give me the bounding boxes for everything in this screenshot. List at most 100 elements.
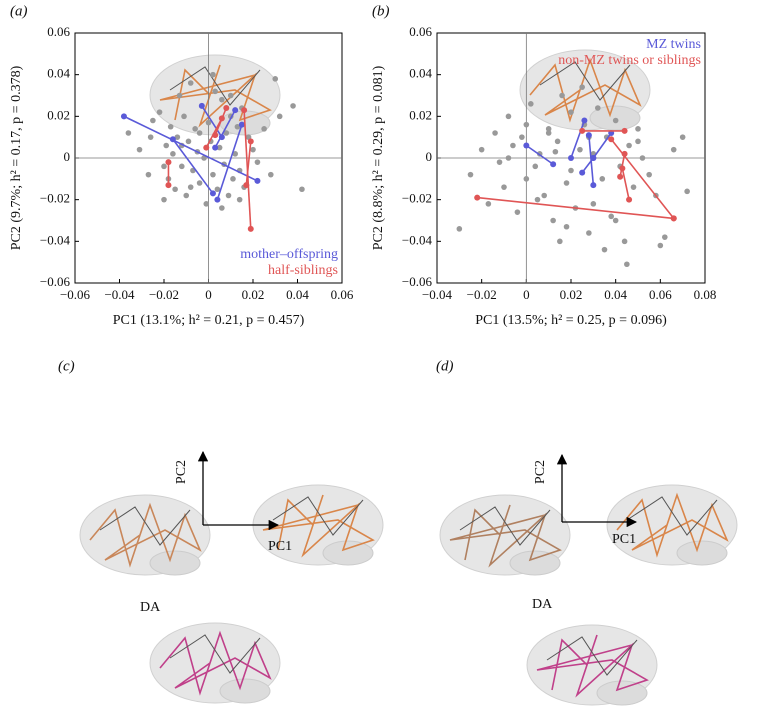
- network-edges: [459, 506, 551, 546]
- point: [147, 134, 154, 140]
- pair-line: [570, 120, 586, 159]
- point: [216, 144, 223, 151]
- point: [165, 182, 172, 189]
- point: [519, 134, 525, 140]
- point: [590, 155, 597, 161]
- point: [161, 163, 167, 170]
- point: [212, 144, 219, 151]
- point: [232, 107, 239, 114]
- network-edges: [539, 61, 631, 101]
- brain: [596, 680, 648, 706]
- y-tick-label: 0: [64, 149, 71, 164]
- x-tick-label: 0.06: [331, 287, 354, 302]
- point: [183, 192, 190, 199]
- point: [568, 155, 574, 161]
- point: [657, 242, 664, 249]
- point: [214, 186, 221, 193]
- point: [662, 234, 668, 240]
- point: [150, 117, 156, 124]
- y-tick-label: −0.04: [402, 232, 433, 247]
- point: [209, 190, 216, 197]
- network-edges: [99, 506, 191, 546]
- y-tick-label: −0.02: [40, 191, 70, 206]
- point: [608, 213, 614, 220]
- point: [624, 261, 630, 268]
- point: [247, 225, 254, 232]
- point: [626, 196, 633, 203]
- network-label: DA: [140, 600, 161, 615]
- pair-line: [216, 124, 243, 200]
- x-tick-label: 0.04: [286, 287, 309, 302]
- pair-line: [619, 153, 626, 177]
- point: [523, 142, 530, 149]
- pair-line: [525, 144, 554, 165]
- point: [684, 188, 690, 195]
- network-edges: [616, 492, 729, 558]
- point: [550, 161, 557, 168]
- y-tick-label: 0: [426, 149, 433, 164]
- point: [241, 107, 248, 114]
- point: [621, 127, 628, 134]
- point: [501, 184, 507, 190]
- network-edges: [626, 496, 718, 536]
- point: [478, 146, 485, 153]
- pair-line: [592, 132, 612, 159]
- point: [552, 148, 559, 155]
- pair-line: [172, 138, 214, 194]
- pair-line: [214, 109, 236, 148]
- point: [563, 180, 570, 186]
- point: [205, 119, 212, 126]
- point: [196, 180, 203, 186]
- network-edges: [169, 66, 261, 106]
- network-edges: [169, 634, 261, 674]
- network-label: DA: [532, 597, 553, 612]
- point: [554, 138, 561, 145]
- point: [163, 142, 170, 149]
- point: [626, 142, 632, 149]
- point: [250, 146, 256, 153]
- y-tick-label: 0.06: [47, 24, 70, 39]
- axis-label: PC2: [533, 460, 548, 484]
- x-tick-label: 0.08: [694, 287, 717, 302]
- point: [290, 103, 296, 109]
- point: [254, 177, 261, 184]
- legend-entry: mother–offspring: [240, 247, 338, 262]
- point: [218, 134, 225, 141]
- point: [579, 84, 585, 90]
- pair-line: [581, 157, 594, 174]
- point: [534, 196, 541, 203]
- point: [187, 184, 194, 190]
- point: [568, 109, 574, 115]
- pair-line: [621, 168, 630, 200]
- network-edges: [272, 496, 364, 536]
- x-tick-label: 0.02: [560, 287, 583, 302]
- point: [172, 186, 178, 193]
- point: [165, 159, 172, 166]
- point: [474, 194, 481, 201]
- x-tick-label: 0.02: [242, 287, 265, 302]
- point: [214, 196, 221, 203]
- point: [505, 113, 512, 120]
- point: [532, 163, 539, 170]
- point: [181, 113, 187, 120]
- network-edges: [159, 64, 272, 128]
- panel-label: (a): [10, 3, 28, 19]
- axis-label: PC1: [268, 539, 292, 554]
- x-tick-label: 0.04: [604, 287, 627, 302]
- y-tick-label: −0.04: [40, 232, 71, 247]
- brain: [322, 540, 374, 566]
- point: [223, 130, 230, 136]
- x-axis-label: PC1 (13.1%; h² = 0.21, p = 0.457): [113, 313, 305, 328]
- point: [585, 132, 592, 139]
- point: [236, 196, 243, 203]
- point: [639, 155, 646, 161]
- x-tick-label: 0.06: [649, 287, 672, 302]
- y-axis-label: PC2 (8.8%; h² = 0.29, p = 0.081): [371, 65, 386, 250]
- point: [630, 184, 637, 190]
- x-tick-label: −0.04: [422, 287, 453, 302]
- point: [577, 146, 583, 153]
- point: [619, 165, 626, 172]
- point: [679, 134, 686, 140]
- point: [145, 171, 152, 178]
- point: [612, 117, 619, 124]
